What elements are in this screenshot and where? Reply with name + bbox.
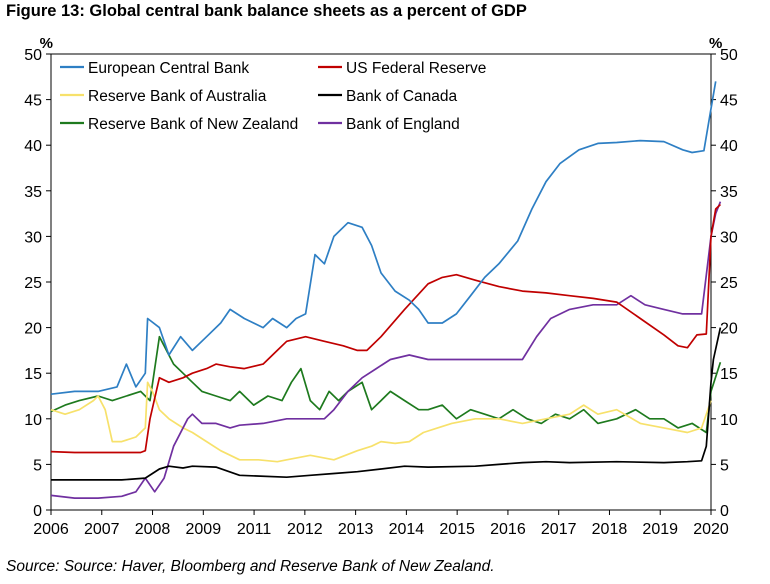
y-tick-label-left: 45 [24, 93, 42, 110]
x-tick-label: 2019 [642, 521, 678, 538]
legend-label: Bank of Canada [346, 88, 458, 105]
y-tick-label-right: 5 [720, 457, 729, 474]
series-line-us-federal-reserve [50, 203, 721, 454]
y-tick-label-right: 45 [720, 93, 738, 110]
y-tick-label-left: 30 [24, 229, 42, 246]
y-tick-label-left: 20 [24, 321, 42, 338]
y-tick-label-right: 10 [720, 412, 738, 429]
y-tick-label-right: 15 [720, 366, 738, 383]
y-axis-unit-right: % [709, 35, 722, 52]
x-tick-label: 2016 [490, 521, 526, 538]
x-tick-label: 2020 [693, 521, 729, 538]
series-lines [50, 81, 722, 499]
series-line-bank-of-england [50, 201, 722, 499]
x-tick-label: 2011 [237, 521, 272, 538]
legend-label: US Federal Reserve [346, 60, 486, 77]
y-tick-label-left: 25 [24, 275, 42, 292]
x-tick-label: 2015 [439, 521, 475, 538]
y-tick-label-left: 15 [24, 366, 42, 383]
y-tick-label-right: 30 [720, 229, 738, 246]
legend-label: Bank of England [346, 116, 460, 133]
series-line-european-central-bank [50, 81, 717, 396]
legend-label: European Central Bank [88, 60, 249, 77]
series-line-reserve-bank-of-australia [50, 381, 712, 463]
source-note: Source: Source: Haver, Bloomberg and Res… [6, 558, 495, 575]
figure-title: Figure 13: Global central bank balance s… [6, 2, 527, 20]
y-tick-label-right: 20 [720, 321, 738, 338]
x-tick-label: 2006 [33, 521, 69, 538]
series-line-bank-of-canada [51, 327, 722, 481]
x-tick-label: 2007 [84, 521, 120, 538]
y-tick-label-right: 0 [720, 503, 729, 520]
y-tick-label-left: 10 [24, 412, 42, 429]
x-tick-label: 2014 [389, 521, 425, 538]
y-tick-label-right: 25 [720, 275, 738, 292]
x-tick-label: 2009 [186, 521, 222, 538]
x-tick-label: 2017 [541, 521, 577, 538]
y-tick-label-left: 5 [33, 457, 42, 474]
y-tick-label-right: 40 [720, 138, 738, 155]
y-axis-unit-left: % [40, 35, 53, 52]
y-tick-label-right: 35 [720, 184, 738, 201]
y-axis-left: 0 5 10 15 20 25 30 35 40 45 50% [24, 35, 53, 520]
y-tick-label-left: 35 [24, 184, 42, 201]
y-tick-label-right: 50 [720, 47, 738, 64]
x-tick-label: 2013 [338, 521, 374, 538]
x-axis: 2006 2007 2008 2009 2011 2012 2013 2014 2015 2016… [33, 510, 729, 538]
x-tick-label: 2018 [592, 521, 628, 538]
series-line-reserve-bank-of-new-zealand [50, 335, 722, 434]
x-tick-label: 2008 [135, 521, 171, 538]
legend-label: Reserve Bank of Australia [88, 88, 267, 105]
legend-label: Reserve Bank of New Zealand [88, 116, 298, 133]
y-tick-label-left: 0 [33, 503, 42, 520]
legend: European Central Bank US Federal Reserve R… [60, 60, 486, 133]
y-tick-label-left: 40 [24, 138, 42, 155]
y-axis-right: 0 5 10 15 20 25 30 35 40 45 50% [709, 35, 738, 520]
x-tick-label: 2012 [287, 521, 323, 538]
y-tick-label-left: 50 [24, 47, 42, 64]
